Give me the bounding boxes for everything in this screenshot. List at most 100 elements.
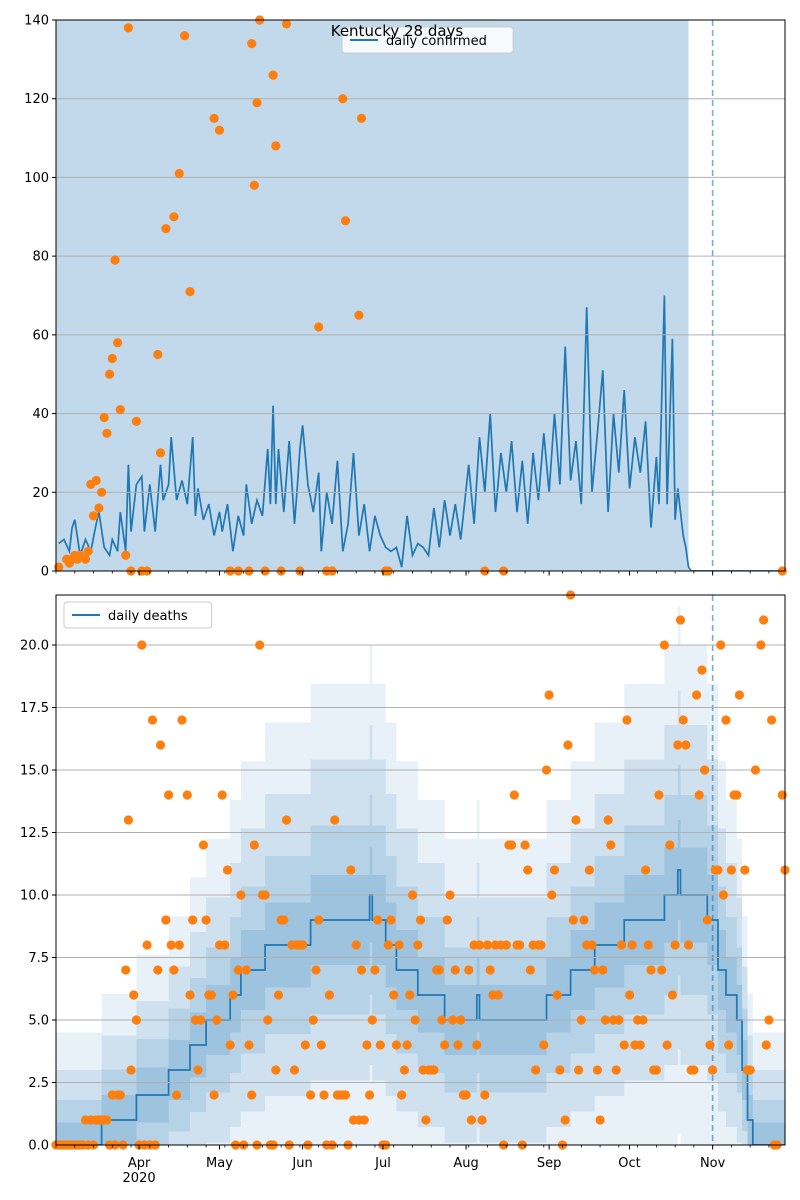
data-point: [724, 1040, 734, 1050]
data-point: [616, 940, 627, 950]
data-point: [147, 715, 158, 725]
y-tick-label: 120: [24, 92, 49, 107]
data-point: [397, 1090, 407, 1100]
data-point: [271, 1065, 281, 1075]
data-point: [121, 550, 131, 560]
data-point: [298, 940, 308, 950]
confirmed-panel: 0 20 40 60 80 100 120 140 daily confirmed: [24, 14, 787, 580]
data-point: [185, 990, 195, 1000]
x-tick-label: Nov: [700, 1156, 726, 1171]
data-point: [206, 990, 216, 1000]
data-point: [188, 915, 198, 925]
axes-frame: [55, 19, 786, 572]
data-point: [560, 1115, 570, 1125]
data-point: [675, 615, 686, 625]
data-point: [54, 562, 64, 572]
y-tick-label: 12.5: [20, 826, 49, 841]
data-point: [485, 965, 495, 975]
data-point: [756, 640, 766, 650]
x-tick-label: May: [206, 1156, 233, 1171]
data-point: [579, 915, 589, 925]
data-point: [102, 1115, 112, 1125]
data-point: [574, 1065, 584, 1075]
data-point: [182, 790, 192, 800]
data-point: [236, 890, 246, 900]
data-point: [346, 865, 356, 875]
data-point: [442, 915, 452, 925]
data-point: [614, 1015, 624, 1025]
data-point: [509, 790, 519, 800]
data-point: [161, 224, 171, 234]
data-point: [697, 665, 707, 675]
data-point: [718, 890, 729, 900]
data-point: [351, 940, 361, 950]
data-point: [391, 1040, 401, 1050]
uncertainty-band-0: [56, 606, 785, 1145]
data-point: [713, 865, 723, 875]
data-point: [474, 940, 485, 950]
data-point: [662, 1040, 672, 1050]
data-point: [115, 405, 125, 415]
data-point: [456, 1015, 466, 1025]
data-point: [142, 940, 152, 950]
data-point: [646, 965, 656, 975]
data-point: [83, 546, 93, 556]
data-point: [654, 790, 664, 800]
data-point: [340, 1090, 351, 1100]
data-point: [761, 1040, 771, 1050]
data-point: [461, 1090, 471, 1100]
data-point: [745, 1065, 755, 1075]
legend-label: daily confirmed: [386, 34, 487, 49]
data-point: [702, 915, 712, 925]
x-tick-label: Apr: [128, 1156, 151, 1171]
data-point: [383, 940, 393, 950]
data-point: [622, 715, 632, 725]
legend: daily deaths: [63, 601, 213, 629]
data-point: [413, 940, 423, 950]
data-point: [515, 940, 525, 950]
data-point: [260, 890, 270, 900]
data-point: [665, 840, 675, 850]
y-tick-label: 2.5: [28, 1076, 49, 1091]
y-tick-label: 140: [24, 14, 49, 29]
y-tick-label: 10.0: [20, 889, 49, 904]
data-point: [539, 1040, 549, 1050]
data-point: [367, 1015, 377, 1025]
data-point: [359, 1115, 369, 1125]
data-point: [247, 39, 257, 49]
data-point: [480, 1090, 490, 1100]
data-point: [450, 965, 460, 975]
data-point: [166, 940, 176, 950]
uncertainty-band-2: [56, 764, 785, 1145]
data-point: [421, 1115, 431, 1125]
data-point: [209, 1090, 219, 1100]
data-point: [466, 1115, 476, 1125]
plot-background: [56, 595, 785, 1145]
x-tick-label: Jul: [374, 1156, 391, 1171]
data-point: [547, 890, 557, 900]
data-point: [300, 1040, 310, 1050]
data-point: [273, 990, 284, 1000]
data-point: [180, 31, 190, 41]
data-point: [255, 640, 265, 650]
data-point: [271, 141, 281, 151]
data-point: [493, 990, 503, 1000]
data-point: [689, 1065, 699, 1075]
data-point: [732, 790, 742, 800]
y-tick-label: 17.5: [20, 701, 49, 716]
data-point: [549, 865, 560, 875]
data-point: [228, 990, 238, 1000]
y-tick-label: 80: [32, 250, 49, 265]
data-point: [555, 1065, 565, 1075]
data-point: [716, 640, 726, 650]
data-point: [217, 790, 227, 800]
data-point: [541, 765, 552, 775]
y-tick-label: 20.0: [20, 639, 49, 654]
data-point: [619, 1040, 629, 1050]
data-point: [137, 640, 147, 650]
data-point: [507, 840, 517, 850]
data-point: [700, 765, 710, 775]
x-tick-sublabel: 2020: [123, 1171, 156, 1186]
